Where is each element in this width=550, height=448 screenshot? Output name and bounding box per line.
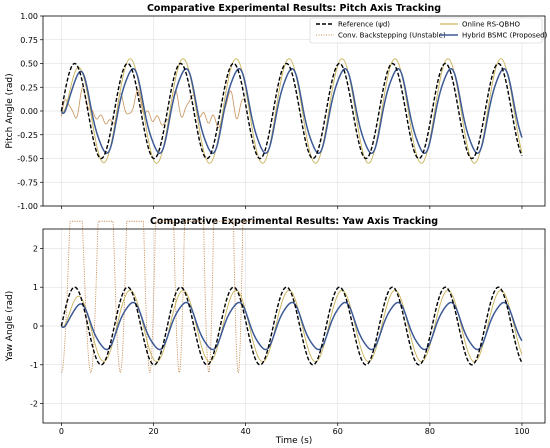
y-tick-label: 1.00 [20,12,38,21]
y-tick-label: -2 [30,400,38,409]
x-tick-label: 100 [514,427,529,436]
x-tick-label: 20 [148,427,158,436]
bsmc-line [60,301,523,351]
legend-label-backstepping: Conv. Backstepping (Unstable) [338,32,446,40]
bsmc-line [60,67,523,154]
y-tick-label: 0.75 [20,36,38,45]
backstepping-line [61,220,255,374]
x-tick-label: 60 [333,427,343,436]
reference-line [60,286,523,366]
y-tick-label: 2 [33,244,38,253]
x-axis-label: Time (s) [275,436,313,446]
pitch-ticks: -1.00 -0.75 -0.50 -0.25 0.00 0.25 0.50 0.75 1.00 [17,12,523,211]
yaw-title: Comparative Experimental Results: Yaw Ax… [150,216,438,227]
yaw-ticks: 0 20 40 60 80 100 -2 -1 0 1 2 [30,244,530,436]
x-tick-label: 40 [241,427,251,436]
y-tick-label: -0.25 [17,131,38,140]
y-tick-label: -1 [30,361,38,370]
y-tick-label: 0 [33,322,38,331]
pitch-series [60,58,523,164]
y-tick-label: 0.25 [20,83,38,92]
legend-label-bsmc: Hybrid BSMC (Proposed) [462,32,548,40]
x-tick-label: 80 [425,427,435,436]
yaw-series [60,220,523,374]
y-tick-label: 1 [33,283,38,292]
y-tick-label: -0.50 [17,155,38,164]
rsqbho-line [61,289,523,363]
y-tick-label: 0.50 [20,60,38,69]
pitch-panel: Comparative Experimental Results: Pitch … [5,3,548,211]
reference-line [60,62,523,160]
legend-label-rsqbho: Online RS-QBHO [462,21,520,29]
x-tick-label: 0 [59,427,64,436]
pitch-y-label: Pitch Angle (rad) [5,73,15,148]
y-tick-label: -0.75 [17,178,38,187]
legend-label-reference: Reference (ψd) [338,21,390,29]
legend-frame [309,17,543,44]
pitch-legend: Reference (ψd) Conv. Backstepping (Unsta… [309,17,548,44]
y-tick-label: -1.00 [17,202,38,211]
yaw-y-label: Yaw Angle (rad) [5,291,15,362]
yaw-panel: Comparative Experimental Results: Yaw Ax… [5,216,546,446]
y-tick-label: 0.00 [20,107,38,116]
pitch-title: Comparative Experimental Results: Pitch … [147,3,441,14]
